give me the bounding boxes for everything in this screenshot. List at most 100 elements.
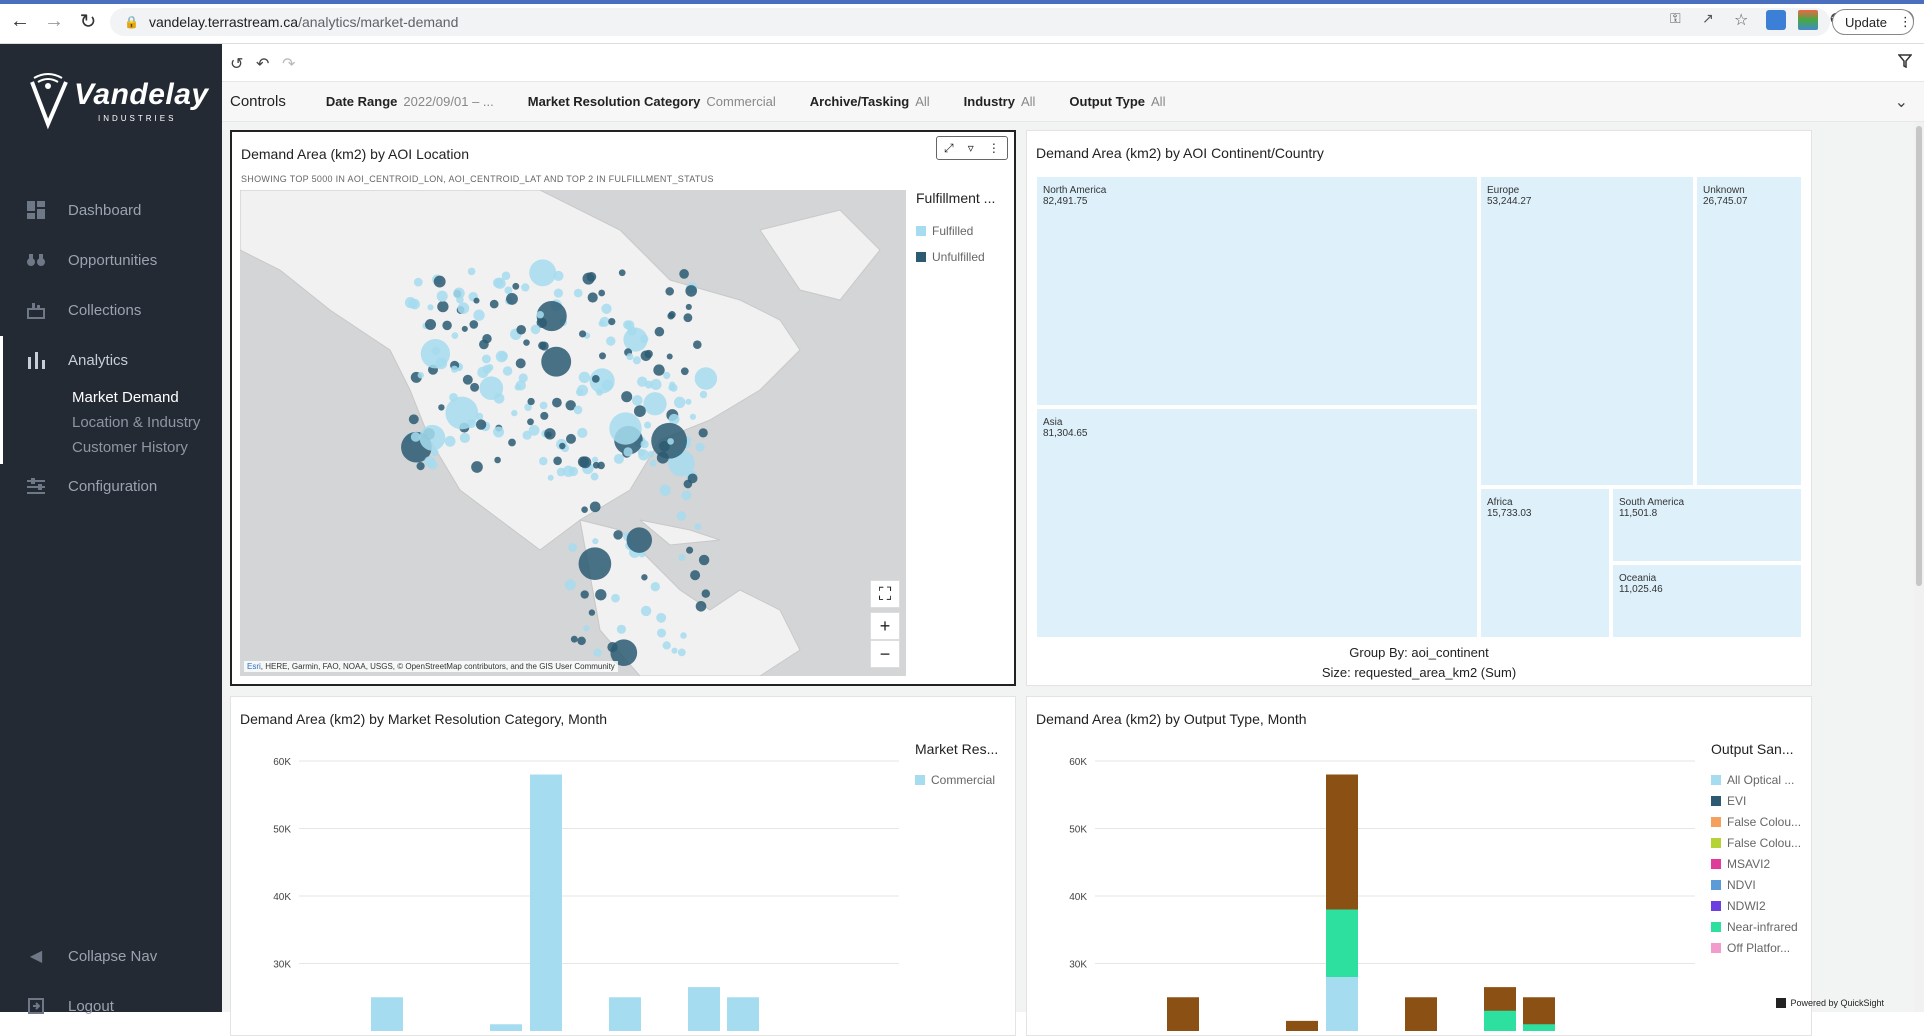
legend-unfulfilled[interactable]: Unfulfilled — [916, 250, 985, 264]
nav-analytics-label: Analytics — [68, 351, 129, 369]
bar2-legend-item[interactable]: MSAVI2 — [1711, 857, 1770, 871]
map-point — [512, 282, 520, 290]
update-button[interactable]: Update ⋮ — [1832, 9, 1914, 35]
map-legend-title: Fulfillment ... — [916, 190, 996, 206]
map-point — [521, 283, 530, 292]
treemap-cell-north-america[interactable]: North America 82,491.75 — [1035, 175, 1479, 407]
market-resolution-control[interactable]: Market Resolution Category Commercial — [528, 94, 776, 109]
legend-fulfilled[interactable]: Fulfilled — [916, 224, 973, 238]
date-range-label: Date Range — [325, 94, 398, 109]
map-point — [450, 365, 459, 373]
hammer-extension-icon[interactable] — [1766, 10, 1786, 30]
zoom-in-button[interactable]: + — [870, 612, 900, 640]
visual-filter-icon[interactable]: ▿ — [967, 141, 974, 155]
vandelay-logo[interactable]: Vandelay INDUSTRIES — [26, 72, 209, 132]
legend-swatch — [1711, 859, 1721, 869]
bar2-legend-item[interactable]: Near-infrared — [1711, 920, 1798, 934]
bar2-legend-item[interactable]: False Colou... — [1711, 836, 1801, 850]
bar2-legend-item[interactable]: NDVI — [1711, 878, 1756, 892]
map-point — [516, 325, 526, 335]
url-path: /analytics/market-demand — [298, 14, 459, 30]
map-point — [539, 401, 548, 410]
treemap-cell-oceania[interactable]: Oceania 11,025.46 — [1611, 563, 1803, 639]
bar2-legend-item[interactable]: NDWI2 — [1711, 899, 1766, 913]
collapse-nav-button[interactable]: ◀ Collapse Nav — [0, 936, 222, 976]
bar2-legend-item[interactable]: Off Platfor... — [1711, 941, 1790, 955]
bar — [609, 997, 641, 1031]
y-tick-label: 50K — [273, 825, 291, 836]
map-point — [644, 421, 652, 429]
stacked-bar-all-optical — [1326, 977, 1358, 1031]
nav-collections[interactable]: Collections — [0, 290, 222, 330]
nav-opportunities[interactable]: Opportunities — [0, 240, 222, 280]
treemap-cell-europe[interactable]: Europe 53,244.27 — [1479, 175, 1695, 487]
map-visual[interactable]: Demand Area (km2) by AOI Location SHOWIN… — [230, 130, 1016, 686]
market-resolution-label: Market Resolution Category — [527, 94, 701, 109]
logo-wordmark: Vandelay — [74, 78, 209, 111]
map-point — [579, 330, 587, 338]
map-attribution: Esri, HERE, Garmin, FAO, NOAA, USGS, © O… — [244, 661, 618, 672]
map-point — [482, 333, 492, 344]
map-point — [427, 304, 434, 311]
bar-chart-resolution[interactable]: Demand Area (km2) by Market Resolution C… — [230, 696, 1016, 1036]
bar2-legend-item[interactable]: False Colou... — [1711, 815, 1801, 829]
map-point — [641, 574, 648, 581]
window-accent — [0, 0, 1924, 4]
recenter-icon[interactable]: ⛶ — [870, 580, 900, 608]
esri-link[interactable]: Esri — [247, 662, 261, 671]
undo-icon[interactable]: ↶ — [256, 56, 270, 73]
treemap-visual[interactable]: Demand Area (km2) by AOI Continent/Count… — [1026, 130, 1812, 686]
map-point — [467, 267, 476, 276]
logout-button[interactable]: Logout — [0, 986, 222, 1026]
legend-swatch — [1711, 901, 1721, 911]
date-range-control[interactable]: Date Range 2022/09/01 – ... — [326, 94, 494, 109]
nav-analytics[interactable]: Analytics — [0, 340, 222, 380]
scrollbar-thumb[interactable] — [1916, 126, 1922, 586]
cell-name: Africa — [1487, 497, 1513, 508]
kebab-menu-icon[interactable]: ⋮ — [987, 141, 1000, 155]
map-point — [404, 296, 417, 309]
nav-configuration[interactable]: Configuration — [0, 466, 222, 506]
map-point — [566, 433, 576, 444]
reset-icon[interactable]: ↺ — [230, 56, 244, 73]
expand-icon[interactable]: ⤢ — [944, 140, 954, 155]
colorful-extension-icon[interactable] — [1798, 10, 1818, 30]
legend-swatch — [1711, 775, 1721, 785]
controls-bar[interactable]: Controls Date Range 2022/09/01 – ... Mark… — [222, 82, 1924, 122]
bar-chart-output-type[interactable]: Demand Area (km2) by Output Type, Month … — [1026, 696, 1812, 1036]
redo-icon[interactable]: ↷ — [282, 56, 296, 73]
subnav-market-demand[interactable]: Market Demand — [72, 389, 179, 406]
map-points-layer — [401, 259, 718, 667]
treemap-cell-africa[interactable]: Africa 15,733.03 — [1479, 487, 1611, 639]
star-icon[interactable]: ☆ — [1734, 12, 1749, 29]
treemap-cell-unknown[interactable]: Unknown 26,745.07 — [1695, 175, 1803, 487]
address-bar[interactable]: 🔒 vandelay.terrastream.ca/analytics/mark… — [110, 8, 1830, 36]
bar2-legend-item[interactable]: All Optical ... — [1711, 773, 1794, 787]
forward-icon[interactable]: → — [44, 10, 64, 32]
map-point — [616, 624, 627, 634]
archive-tasking-control[interactable]: Archive/Tasking All — [810, 94, 930, 109]
reload-icon[interactable]: ↻ — [79, 11, 97, 33]
industry-control[interactable]: Industry All — [964, 94, 1036, 109]
key-icon[interactable]: ⚿ — [1670, 10, 1681, 26]
chevron-down-icon[interactable]: ⌄ — [1894, 94, 1908, 111]
map-point — [486, 364, 494, 371]
treemap-cell-south-america[interactable]: South America 11,501.8 — [1611, 487, 1803, 563]
map-canvas[interactable]: ⛶ + − Esri, HERE, Garmin, FAO, NOAA, USG… — [240, 190, 906, 676]
map-point — [669, 381, 676, 388]
map-point — [613, 453, 624, 464]
share-icon[interactable]: ↗ — [1702, 10, 1714, 26]
zoom-out-button[interactable]: − — [870, 640, 900, 668]
treemap-cell-asia[interactable]: Asia 81,304.65 — [1035, 407, 1479, 639]
bar2-legend-item[interactable]: EVI — [1711, 794, 1746, 808]
page-scrollbar[interactable] — [1914, 122, 1924, 1012]
subnav-customer-history[interactable]: Customer History — [72, 439, 188, 456]
legend-commercial[interactable]: Commercial — [915, 773, 995, 787]
map-point — [528, 424, 540, 436]
filter-icon[interactable] — [1897, 54, 1913, 73]
nav-dashboard[interactable]: Dashboard — [0, 190, 222, 230]
back-icon[interactable]: ← — [10, 10, 30, 32]
map-point — [475, 419, 487, 430]
subnav-location-industry[interactable]: Location & Industry — [72, 414, 201, 431]
output-type-control[interactable]: Output Type All — [1069, 94, 1165, 109]
